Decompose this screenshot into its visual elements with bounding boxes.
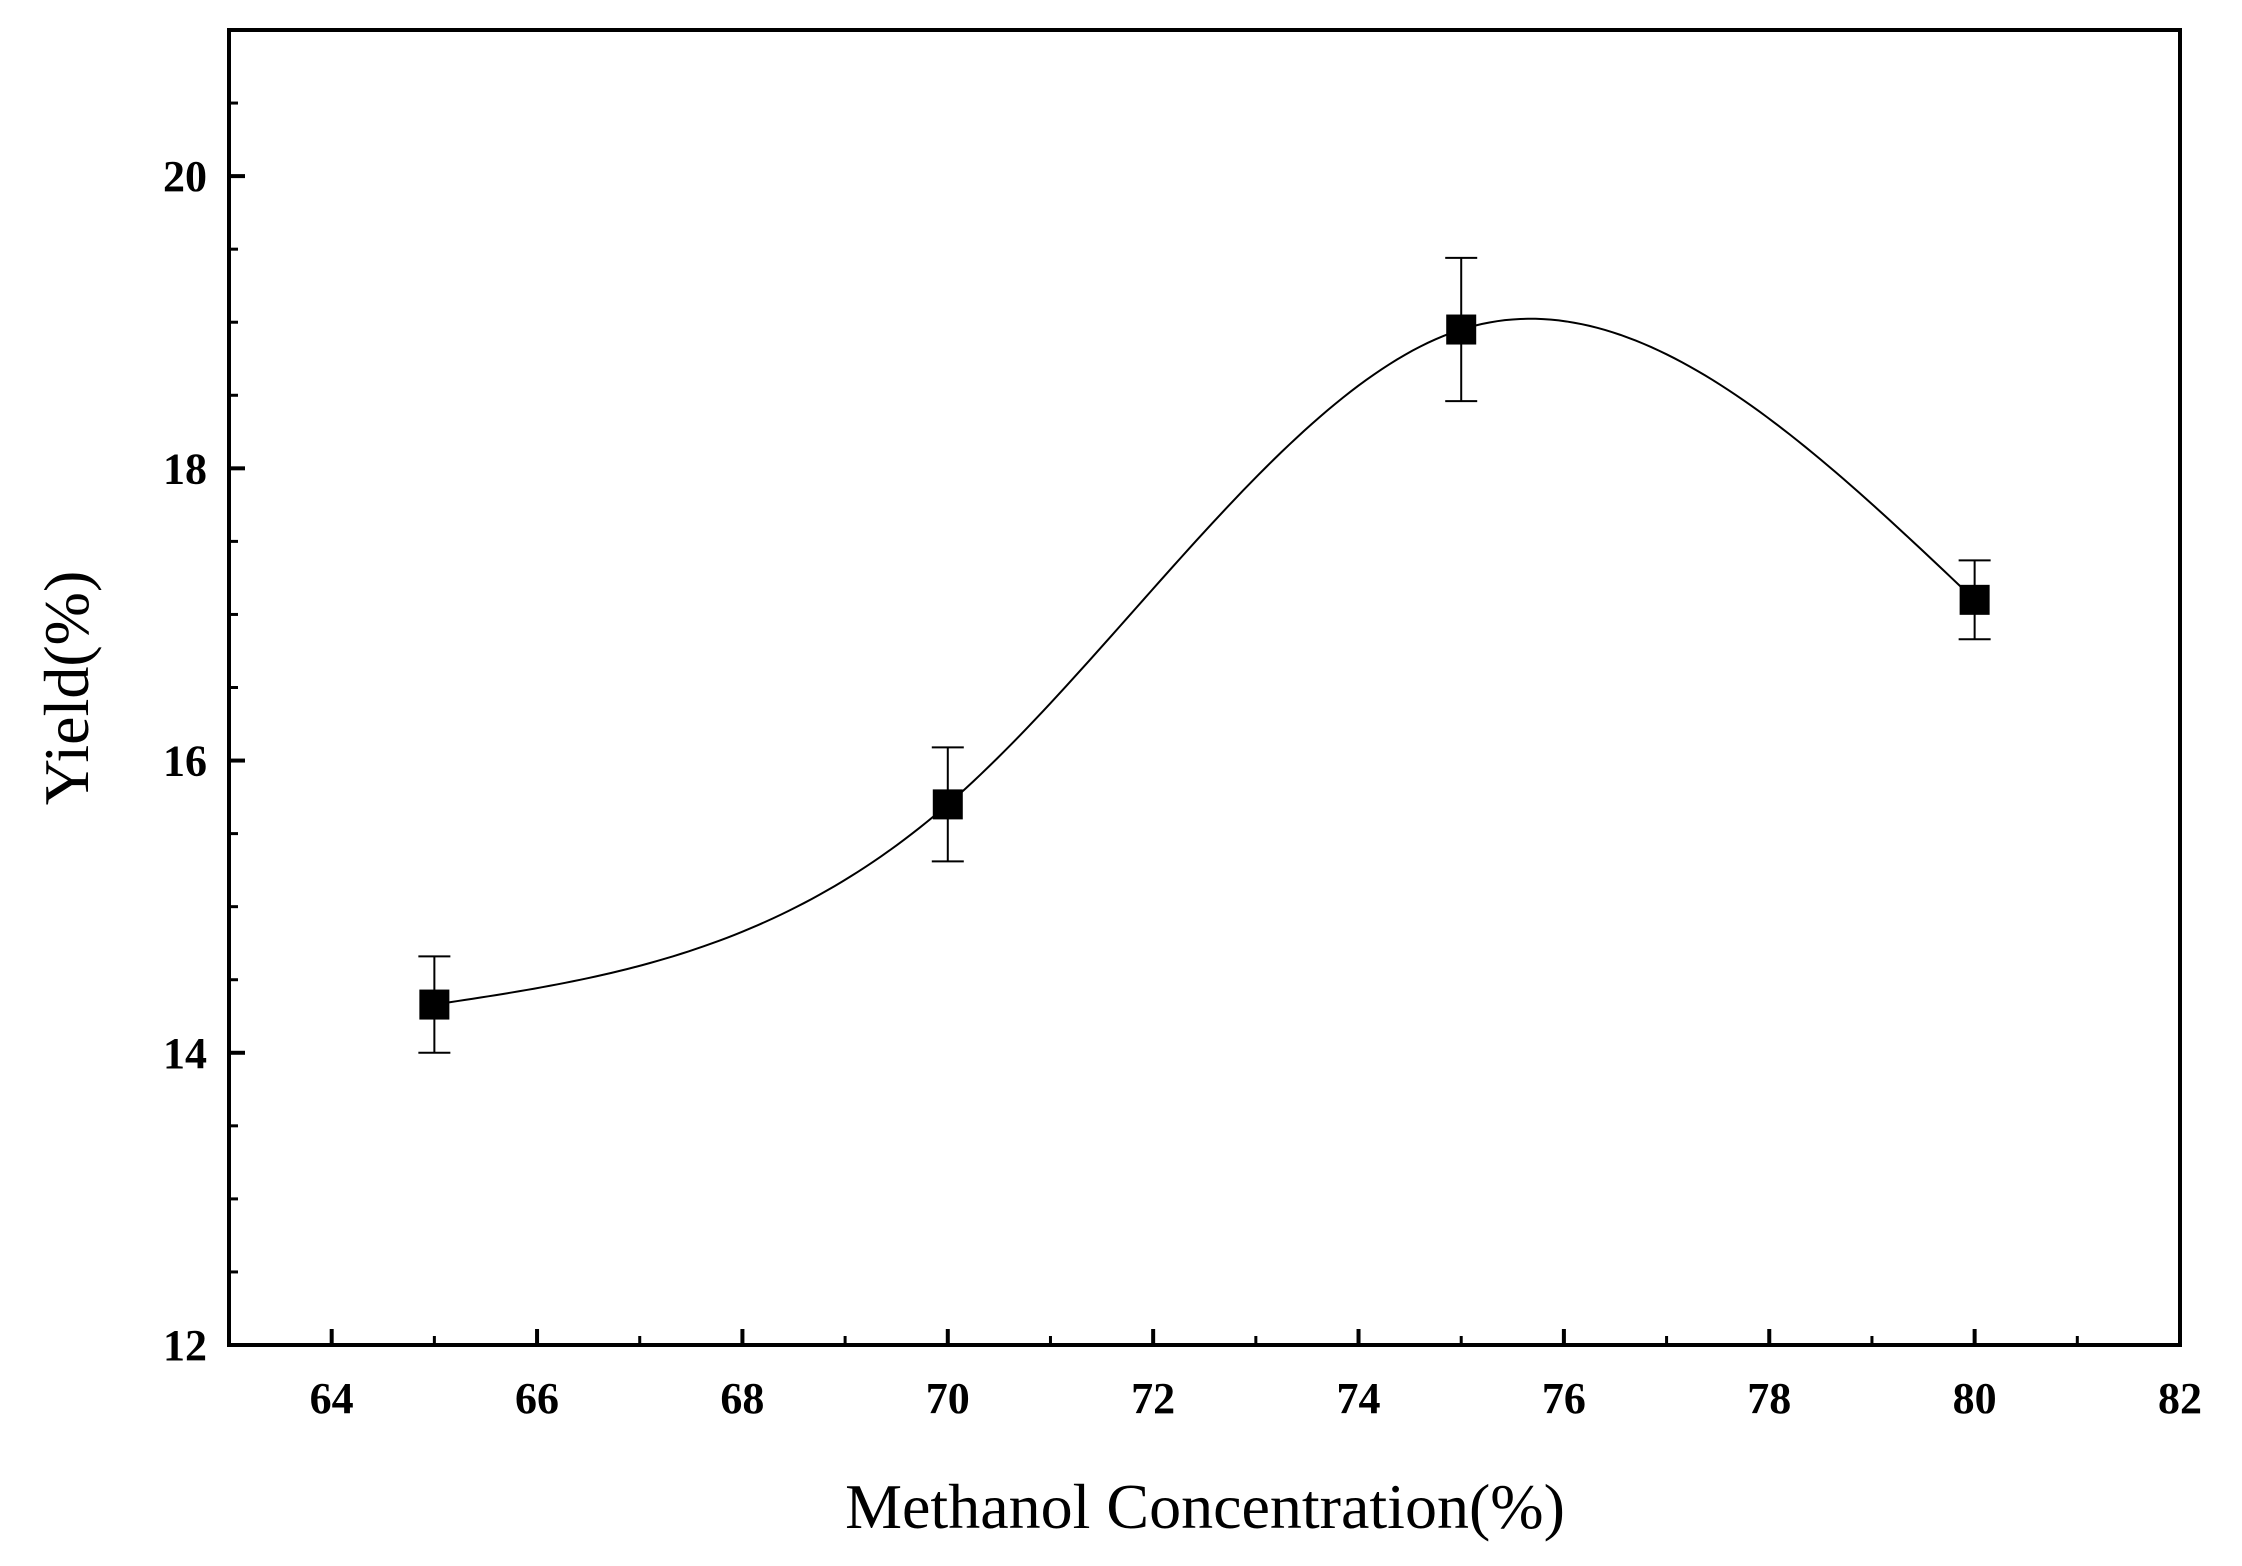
y-tick-labels: 12 14 16 18 20 (163, 152, 207, 1370)
fit-curve (434, 317, 1976, 1006)
x-tick-label: 66 (515, 1374, 559, 1423)
data-point (419, 989, 450, 1020)
x-tick-label: 64 (310, 1374, 354, 1423)
data-points (419, 314, 1990, 1020)
data-point (932, 789, 963, 820)
x-axis-title: Methanol Concentration(%) (845, 1471, 1565, 1542)
x-tick-label: 70 (926, 1374, 970, 1423)
x-tick-label: 80 (1953, 1374, 1997, 1423)
x-tick-label: 82 (2158, 1374, 2202, 1423)
x-tick-label: 74 (1337, 1374, 1381, 1423)
plot-frame (227, 28, 2182, 1347)
x-tick-label: 68 (720, 1374, 764, 1423)
x-tick-labels: 64 66 68 70 72 74 76 78 80 82 (310, 1374, 2202, 1423)
data-point (1959, 584, 1990, 615)
data-point (1446, 314, 1477, 345)
minor-ticks (227, 28, 2079, 1345)
y-tick-label: 16 (163, 737, 207, 786)
y-tick-label: 20 (163, 152, 207, 201)
y-axis-title: Yield(%) (31, 571, 102, 806)
major-ticks (229, 174, 2182, 1347)
y-tick-label: 18 (163, 444, 207, 493)
x-tick-label: 76 (1542, 1374, 1586, 1423)
y-tick-label: 14 (163, 1029, 207, 1078)
error-bars (418, 256, 1991, 1054)
x-tick-label: 72 (1131, 1374, 1175, 1423)
y-tick-label: 12 (163, 1321, 207, 1370)
x-tick-label: 78 (1747, 1374, 1791, 1423)
